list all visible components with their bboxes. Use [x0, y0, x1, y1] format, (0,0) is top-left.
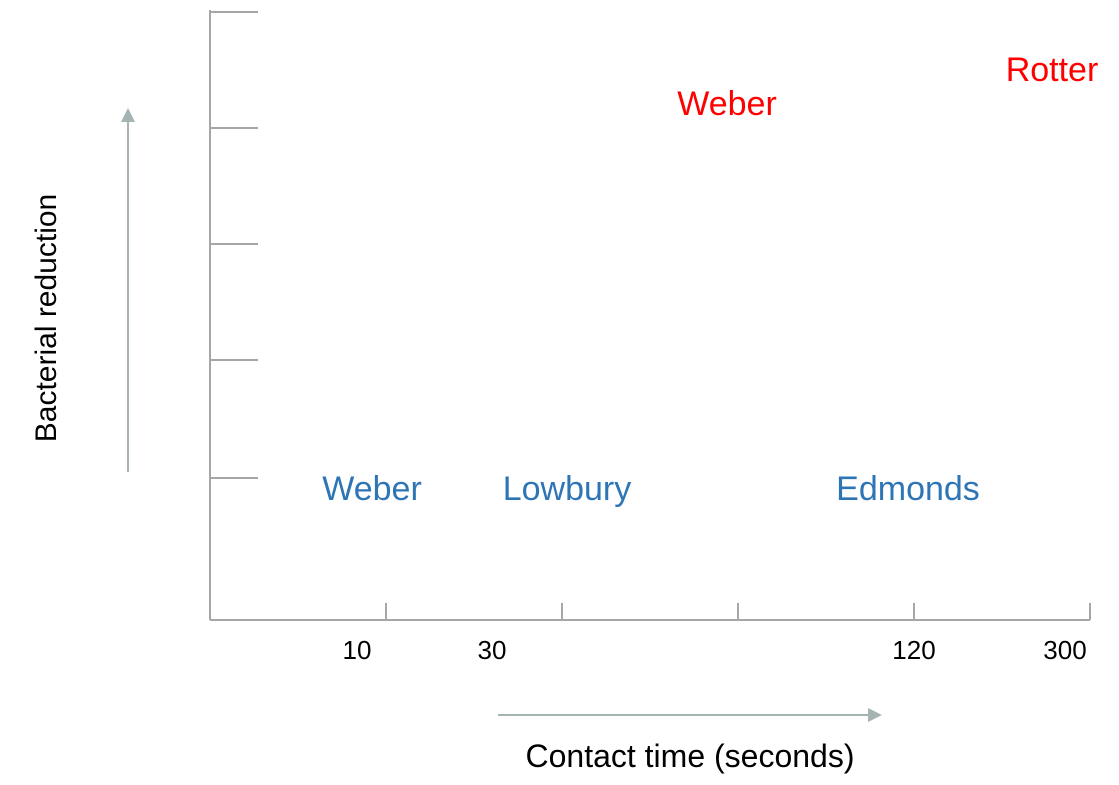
data-label-lowbury-30: Lowbury — [503, 470, 632, 508]
data-label-edmonds-120: Edmonds — [836, 470, 980, 508]
x-direction-arrowhead — [868, 708, 882, 722]
x-tick-label-300: 300 — [1043, 635, 1086, 665]
x-tick-label-10: 10 — [343, 635, 372, 665]
data-label-rotter-300: Rotter — [1006, 51, 1099, 89]
x-tick-label-120: 120 — [892, 635, 935, 665]
x-ticks — [385, 603, 1091, 620]
y-axis-title: Bacterial reduction — [30, 194, 63, 442]
x-tick-labels: 10 30 120 300 — [343, 635, 1087, 665]
y-ticks — [210, 11, 258, 479]
y-direction-arrowhead — [121, 108, 135, 122]
x-axis-title: Contact time (seconds) — [525, 738, 854, 774]
data-label-weber-60: Weber — [677, 85, 777, 123]
data-label-weber-10: Weber — [322, 470, 422, 508]
data-labels: Weber Lowbury Edmonds Weber Rotter — [322, 51, 1098, 508]
x-tick-label-30: 30 — [478, 635, 507, 665]
